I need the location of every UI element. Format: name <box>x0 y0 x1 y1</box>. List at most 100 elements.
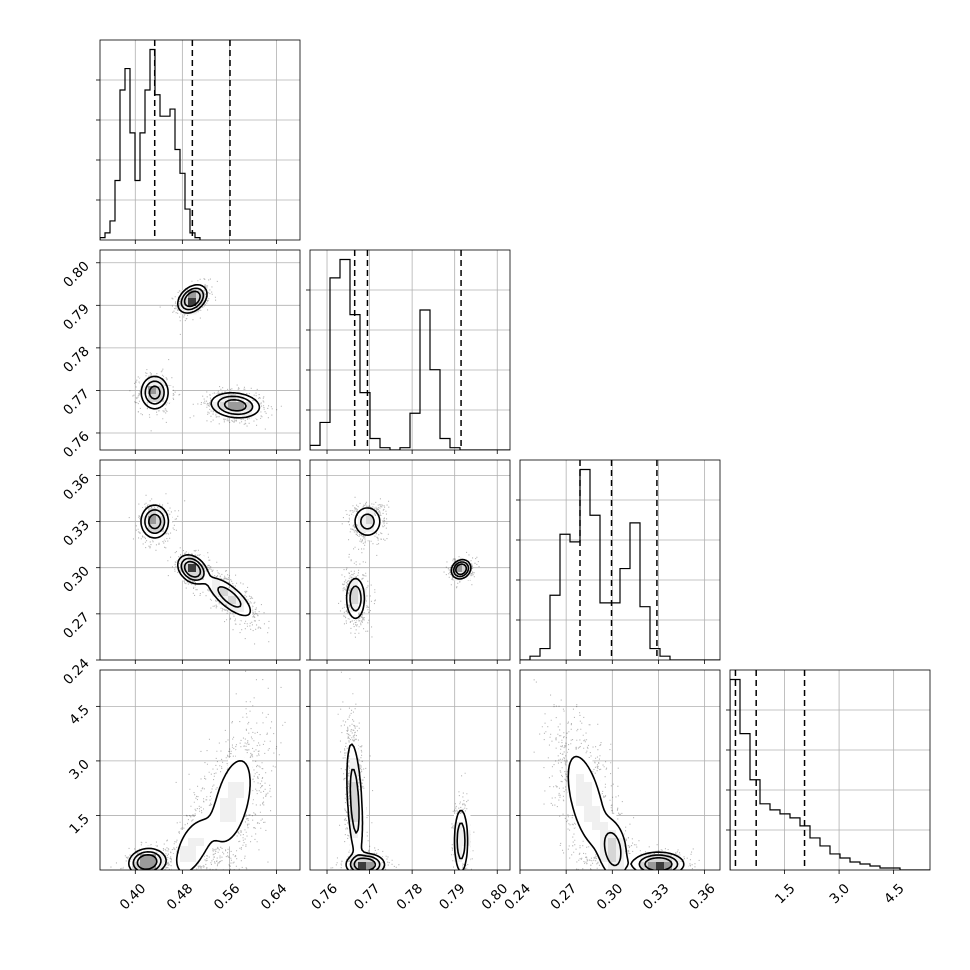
density-cell <box>350 604 359 613</box>
density-cell <box>228 604 237 613</box>
histogram-panel-3 <box>726 669 931 871</box>
density-cell <box>366 862 375 870</box>
y-tick-label: 0.77 <box>60 386 93 419</box>
x-tick-label: 0.33 <box>640 881 673 914</box>
density-cell <box>592 838 601 847</box>
panel-frame <box>99 669 301 871</box>
density-cell <box>244 774 253 783</box>
density-cell <box>608 822 617 831</box>
density-panel-0-2 <box>99 459 301 661</box>
density-cell <box>140 524 149 533</box>
density-cell <box>656 862 665 870</box>
density-cell <box>358 596 367 605</box>
density-cell <box>640 862 649 870</box>
density-cell <box>236 402 245 411</box>
density-contour <box>148 513 202 578</box>
density-cell <box>592 814 601 823</box>
density-cell <box>188 862 197 870</box>
density-cell <box>576 782 585 791</box>
density-contour <box>345 743 469 870</box>
density-cell <box>204 580 213 589</box>
y-tick-label: 0.30 <box>60 563 93 596</box>
x-tick-label: 0.76 <box>308 881 341 914</box>
density-cell <box>584 838 593 847</box>
density-contour <box>345 507 472 620</box>
density-cell <box>188 556 197 565</box>
density-cell <box>236 814 245 823</box>
density-cell <box>350 790 359 799</box>
panel-frame <box>309 249 511 451</box>
density-cell <box>236 394 245 403</box>
density-cell <box>132 862 141 870</box>
density-cell <box>164 524 173 533</box>
density-cell <box>228 822 237 831</box>
density-cell <box>366 532 375 541</box>
density-cell <box>196 572 205 581</box>
density-cell <box>374 862 383 870</box>
histogram-step-1 <box>310 258 510 450</box>
density-cell <box>188 290 197 299</box>
density-cell <box>350 782 359 791</box>
density-cell <box>568 790 577 799</box>
density-cell <box>220 410 229 419</box>
density-cell <box>188 830 197 839</box>
density-cell <box>236 790 245 799</box>
density-cell <box>608 862 617 870</box>
density-cell <box>204 830 213 839</box>
density-cell <box>244 806 253 815</box>
x-tick-label: 0.30 <box>594 881 627 914</box>
density-cell <box>350 516 359 525</box>
x-tick-label: 0.48 <box>164 881 197 914</box>
density-cell <box>188 854 197 863</box>
density-cell <box>212 822 221 831</box>
density-cell <box>236 806 245 815</box>
density-cell <box>616 830 625 839</box>
density-cell <box>220 822 229 831</box>
density-cell <box>462 830 471 839</box>
density-cell <box>576 830 585 839</box>
density-cell <box>212 830 221 839</box>
density-cell <box>350 588 359 597</box>
density-cell <box>220 798 229 807</box>
density-cell <box>188 298 197 307</box>
density-cell <box>164 394 173 403</box>
density-cell <box>148 532 157 541</box>
density-cell <box>608 854 617 863</box>
density-cell <box>228 814 237 823</box>
density-cell <box>576 750 585 759</box>
density-cell <box>358 588 367 597</box>
density-cell <box>220 402 229 411</box>
density-cell <box>648 862 657 870</box>
density-cell <box>148 402 157 411</box>
density-cell <box>454 838 463 847</box>
density-contour <box>144 287 254 416</box>
x-tick-label: 0.56 <box>211 881 244 914</box>
density-cell <box>462 846 471 855</box>
density-cell <box>592 806 601 815</box>
x-tick-label: 0.40 <box>117 881 150 914</box>
density-cell <box>616 838 625 847</box>
density-cell <box>252 402 261 411</box>
y-tick-label: 0.79 <box>60 301 93 334</box>
panel-frame <box>99 249 301 451</box>
density-cell <box>212 402 221 411</box>
x-tick-label: 0.36 <box>686 881 719 914</box>
density-contour <box>132 851 162 870</box>
density-cell <box>228 782 237 791</box>
density-panel-0-3 <box>99 669 301 871</box>
density-cell <box>568 782 577 791</box>
density-cell <box>148 854 157 863</box>
density-cell <box>366 508 375 517</box>
density-cell <box>228 790 237 799</box>
density-panel-0-1 <box>99 249 301 451</box>
density-cell <box>140 394 149 403</box>
x-tick-label: 0.64 <box>258 881 291 914</box>
y-tick-label: 0.33 <box>60 517 93 550</box>
density-cell <box>244 402 253 411</box>
density-cell <box>584 822 593 831</box>
density-cell <box>584 758 593 767</box>
density-cell <box>592 798 601 807</box>
density-cell <box>244 782 253 791</box>
y-tick-label: 3.0 <box>66 756 93 783</box>
